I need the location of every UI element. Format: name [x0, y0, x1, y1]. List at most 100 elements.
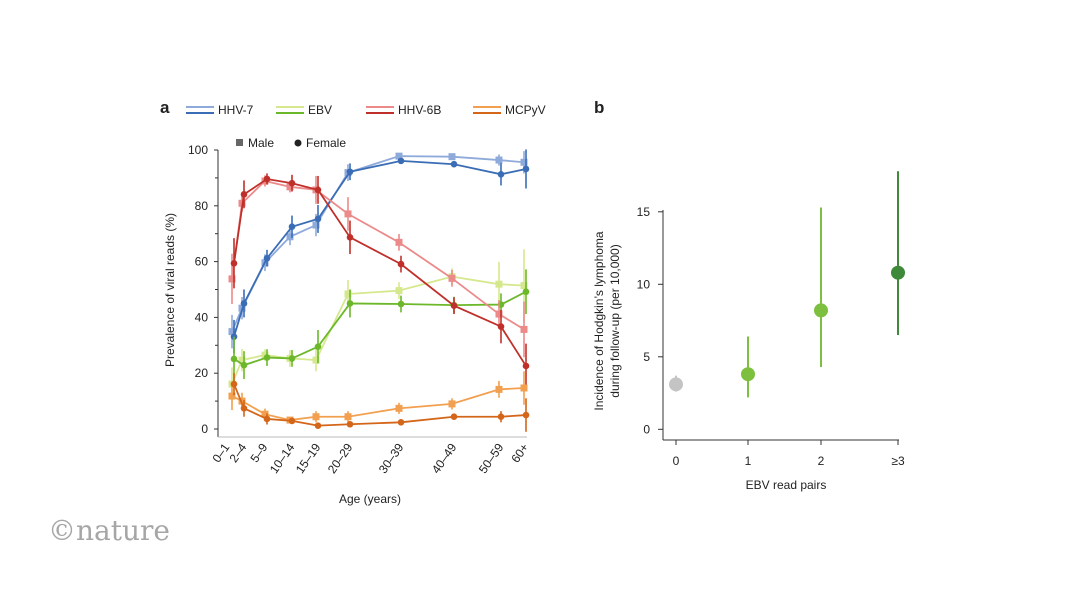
female-label: Female [306, 136, 346, 150]
data-point-female [397, 260, 405, 268]
data-point-male [495, 280, 503, 288]
data-point-female [288, 179, 296, 187]
data-point-male [261, 410, 269, 418]
series-line [233, 178, 527, 367]
male-label: Male [248, 136, 274, 150]
data-point-female [450, 160, 458, 168]
data-point-male [228, 392, 236, 400]
data-point-male [448, 274, 456, 282]
y-tick-label-b: 15 [637, 205, 651, 219]
y-tick-label-a: 40 [195, 310, 209, 324]
data-point-female [314, 422, 322, 429]
data-point-male [312, 413, 320, 421]
data-point-male [344, 290, 352, 298]
data-point-male [344, 413, 352, 421]
series-mcpyv-male [228, 371, 528, 424]
data-point-male [312, 356, 320, 364]
data-point-female [240, 405, 248, 412]
series-ebv-female [230, 269, 530, 382]
legend-label: MCPyV [505, 103, 546, 117]
points-b [669, 171, 905, 398]
data-point-male [312, 221, 320, 229]
y-tick-label-a: 80 [195, 199, 209, 213]
legend-label: HHV-7 [218, 103, 254, 117]
x-tick-label-b: ≥3 [891, 454, 905, 468]
series-line [233, 383, 527, 427]
data-point-female [450, 302, 458, 309]
y-axis-label-a: Prevalence of viral reads (%) [163, 213, 177, 367]
x-tick-label-a: 10–14 [267, 440, 298, 476]
data-point-female [346, 420, 354, 428]
y-tick-label-b: 0 [643, 422, 650, 436]
data-point-female [346, 168, 354, 176]
data-point-female [346, 234, 354, 241]
data-point-female [240, 361, 248, 369]
data-point-female [397, 419, 405, 426]
x-tick-label-a: 15–19 [293, 440, 324, 476]
data-point-female [397, 157, 405, 165]
data-point-male [395, 404, 403, 412]
y-tick-label-a: 60 [195, 255, 209, 269]
data-point-female [314, 343, 322, 350]
data-point-female [230, 355, 238, 363]
y-tick-label-a: 0 [201, 422, 208, 436]
data-point-male [238, 356, 246, 364]
data-point-female [314, 186, 322, 194]
data-point-male [238, 397, 246, 405]
series-line [231, 179, 525, 331]
data-point-female [288, 223, 296, 231]
y-tick-label-b: 5 [643, 350, 650, 364]
data-point-male [228, 275, 236, 283]
y-axis-label-b-line1: Incidence of Hodgkin’s lymphoma [592, 231, 606, 411]
data-point-male [286, 233, 294, 241]
axes-b: 0 5 10 15 0 1 2 ≥3 [637, 205, 905, 468]
data-point-female [522, 165, 530, 173]
data-point-male [395, 152, 403, 160]
x-axis-label-b: EBV read pairs [746, 478, 827, 492]
x-tick-label-a: 40–49 [429, 440, 460, 476]
data-point-male [520, 282, 528, 290]
data-point-female [397, 300, 405, 308]
male-square-icon [236, 139, 243, 146]
incidence-point [669, 377, 683, 392]
data-point-male [495, 310, 503, 318]
nature-logo: ©nature [48, 514, 170, 547]
data-point-male [520, 325, 528, 333]
data-point-female [240, 300, 248, 307]
female-circle-icon [294, 139, 302, 147]
x-axis-label-a: Age (years) [339, 492, 401, 506]
x-tick-label-a: 2–4 [226, 440, 249, 465]
panel-label-a: a [160, 98, 170, 117]
data-point-female [263, 254, 271, 262]
x-tick-label-a: 5–9 [247, 440, 270, 465]
data-point-male [228, 328, 236, 336]
data-point-male [448, 153, 456, 161]
data-point-female [497, 170, 505, 178]
series-line [231, 275, 525, 385]
series-ebv-male [228, 249, 528, 401]
legend-label: EBV [308, 103, 332, 117]
data-point-male [286, 183, 294, 191]
y-tick-label-a: 20 [195, 366, 209, 380]
sex-legend: Male Female [236, 136, 346, 150]
x-tick-label-b: 1 [745, 454, 752, 468]
data-point-female [522, 411, 530, 419]
data-point-female [230, 259, 238, 267]
series-mcpyv-female [230, 372, 530, 432]
data-point-male [520, 384, 528, 392]
data-point-female [288, 355, 296, 362]
data-point-female [263, 354, 271, 361]
data-point-female [450, 413, 458, 421]
data-point-female [263, 415, 271, 423]
data-point-female [263, 175, 271, 183]
data-point-male [495, 385, 503, 393]
data-point-female [346, 300, 354, 307]
series-hhv-6b-male [228, 175, 528, 358]
series-a [228, 149, 530, 432]
series-line [231, 387, 525, 421]
x-tick-label-b: 0 [673, 454, 680, 468]
data-point-male [395, 287, 403, 295]
data-point-male [495, 156, 503, 164]
y-axis-label-b-line2: during follow-up (per 10,000) [608, 244, 622, 397]
